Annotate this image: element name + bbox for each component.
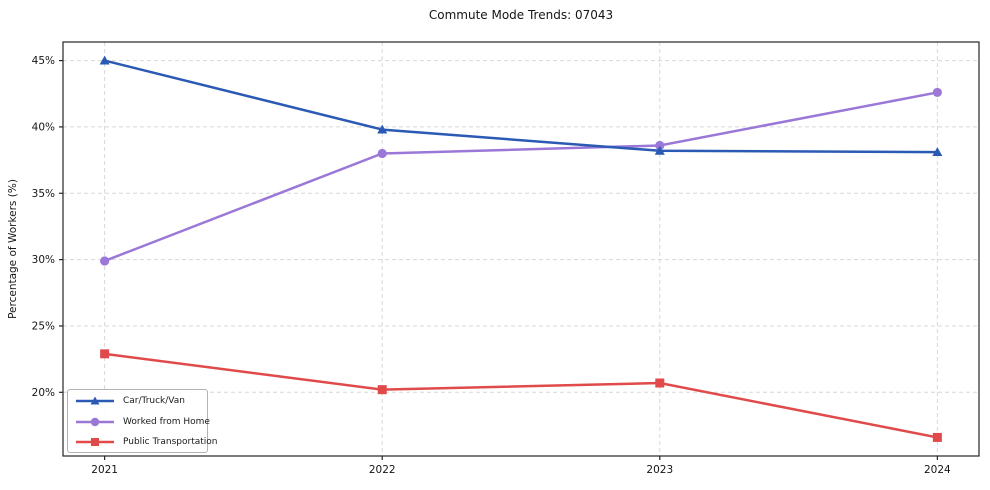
chart-title: Commute Mode Trends: 07043 (428, 8, 614, 22)
y-tick-label: 35% (32, 188, 55, 200)
legend: Car/Truck/Van Worked from Home Public Tran… (67, 389, 217, 453)
legend-item-public-transportation: Public Transportation (68, 432, 217, 453)
legend-marker-circle-icon (76, 417, 114, 426)
marker-public-transportation (932, 432, 942, 442)
legend-label: Worked from Home (123, 416, 210, 427)
marker-public-transportation (655, 378, 665, 388)
y-tick-label: 40% (32, 121, 55, 133)
series-line-worked-from-home (103, 91, 939, 263)
x-tick-label: 2023 (646, 464, 673, 476)
x-tick-label: 2022 (369, 464, 396, 476)
legend-label: Public Transportation (123, 437, 218, 448)
marker-worked-from-home (100, 256, 110, 266)
marker-worked-from-home (655, 140, 665, 151)
marker-car-truck-van (99, 55, 110, 65)
legend-item-worked-from-home: Worked from Home (68, 412, 210, 433)
x-tick-label: 2024 (924, 464, 951, 476)
marker-public-transportation (100, 349, 110, 359)
plot-frame (62, 41, 980, 457)
y-tick-label: 20% (32, 387, 55, 399)
legend-marker-triangle-icon (76, 396, 114, 405)
marker-car-truck-van (377, 124, 388, 134)
marker-worked-from-home (932, 87, 942, 98)
marker-car-truck-van (654, 145, 665, 155)
legend-item-car-truck-van: Car/Truck/Van (68, 391, 207, 412)
series-line-car-truck-van (103, 59, 939, 154)
marker-worked-from-home (377, 148, 387, 159)
marker-public-transportation (377, 385, 387, 395)
legend-marker-square-icon (76, 438, 114, 447)
x-tick-label: 2021 (91, 464, 118, 476)
series-line-public-transportation (103, 352, 939, 439)
y-tick-label: 25% (32, 320, 55, 332)
y-tick-label: 45% (32, 55, 55, 67)
legend-label: Car/Truck/Van (123, 396, 185, 407)
y-tick-label: 30% (32, 254, 55, 266)
marker-car-truck-van (932, 147, 943, 157)
